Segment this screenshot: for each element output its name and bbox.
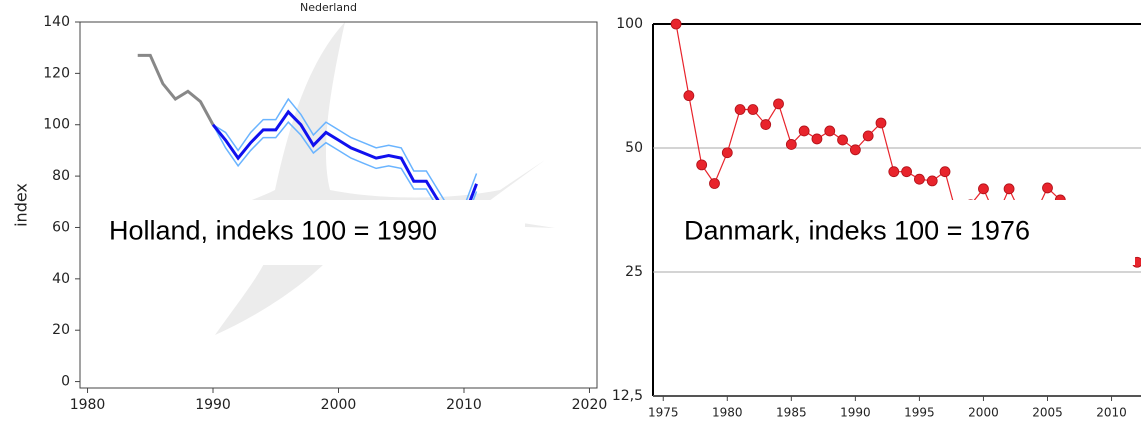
y-tick-label: 40 [52,271,70,287]
chart-title: Nederland [300,1,357,14]
y-tick-label: 80 [52,168,70,184]
point [671,19,681,29]
point [812,134,822,144]
page: 0 20 40 60 80 100 120 140 1980 1990 2000 2010 2020 Ne… [0,0,1141,423]
x-tick-label: 1975 [648,406,679,420]
y-tick-label: 50 [625,140,643,156]
swallow-silhouette [155,22,555,335]
y-tick-label: 20 [52,322,70,338]
x-tick-label: 2000 [968,406,999,420]
point [722,148,732,158]
y-tick-label: 120 [43,65,70,81]
x-tick-label: 2010 [1096,406,1127,420]
point [799,126,809,136]
y-tick-label: 0 [61,374,70,390]
x-tick-label: 1985 [776,406,807,420]
series-line [138,55,213,124]
annotation: Danmark, indeks 100 = 1976 [684,216,1030,246]
y-tick-label: 100 [616,16,643,32]
point [914,174,924,184]
y-tick-label: 60 [52,219,70,235]
x-tick-label: 2000 [321,397,357,413]
point [786,139,796,149]
x-tick-label: 2010 [446,397,482,413]
x-tick-label: 1995 [904,406,935,420]
point [863,131,873,141]
point [684,91,694,101]
x-tick-label: 1990 [840,406,871,420]
point [735,105,745,115]
point [927,176,937,186]
y-tick-label: 100 [43,117,70,133]
point [697,160,707,170]
point [876,118,886,128]
y-tick-label: 140 [43,14,70,30]
chart: 0 20 40 60 80 100 120 140 1980 1990 2000 2010 2020 Ne… [0,0,1141,423]
x-tick-label: 1990 [195,397,231,413]
x-tick-label: 1980 [712,406,743,420]
point [978,184,988,194]
x-tick-label: 2020 [572,397,608,413]
point [709,179,719,189]
point [748,105,758,115]
point [1042,183,1052,193]
point [889,167,899,177]
annotation: Holland, indeks 100 = 1990 [109,216,437,246]
x-tick-label: 2005 [1032,406,1063,420]
point [940,167,950,177]
y-axis-label: index [12,183,31,227]
point [838,135,848,145]
y-tick-label: 12,5 [612,388,643,404]
point [774,99,784,109]
point [1004,184,1014,194]
point [902,167,912,177]
point [825,126,835,136]
x-tick-label: 1980 [70,397,106,413]
point [850,145,860,155]
y-tick-label: 25 [625,264,643,280]
point [761,120,771,130]
